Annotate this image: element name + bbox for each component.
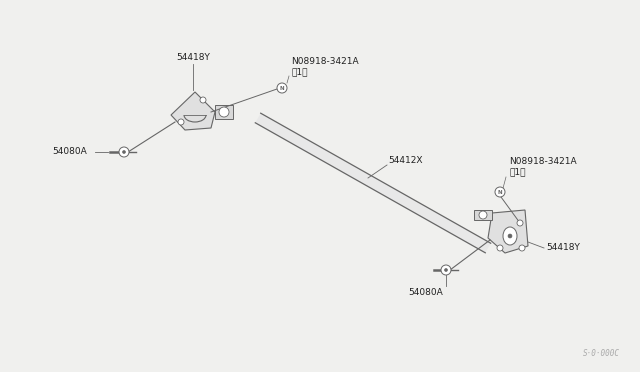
Circle shape [519, 245, 525, 251]
Polygon shape [255, 113, 491, 253]
Text: N08918-3421A
（1）: N08918-3421A （1） [291, 57, 358, 76]
Text: 54418Y: 54418Y [546, 244, 580, 253]
Circle shape [517, 220, 523, 226]
Text: 54080A: 54080A [52, 148, 87, 157]
Text: S·0·000C: S·0·000C [583, 349, 620, 358]
Circle shape [497, 245, 503, 251]
Text: 54412X: 54412X [388, 156, 422, 165]
Circle shape [495, 187, 505, 197]
Polygon shape [171, 92, 215, 130]
Circle shape [479, 211, 487, 219]
Polygon shape [488, 210, 528, 253]
Text: N: N [280, 86, 284, 90]
Text: 54080A: 54080A [408, 288, 444, 297]
Text: N: N [498, 189, 502, 195]
Text: 54418Y: 54418Y [176, 53, 210, 62]
Circle shape [441, 265, 451, 275]
Circle shape [122, 151, 125, 154]
Circle shape [200, 97, 206, 103]
Circle shape [277, 83, 287, 93]
Circle shape [508, 234, 512, 238]
Ellipse shape [503, 227, 517, 245]
Bar [474, 210, 492, 220]
Bar [215, 105, 233, 119]
Circle shape [445, 269, 447, 272]
Circle shape [219, 107, 229, 117]
Text: N08918-3421A
（1）: N08918-3421A （1） [509, 157, 577, 176]
Circle shape [178, 119, 184, 125]
Circle shape [119, 147, 129, 157]
